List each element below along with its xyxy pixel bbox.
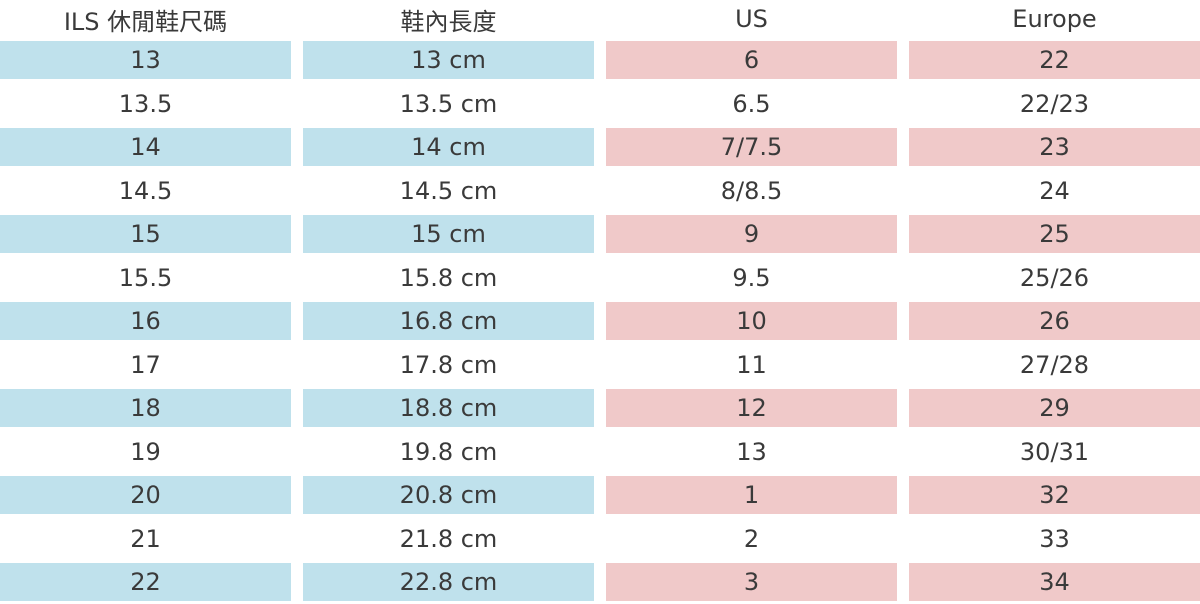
table-header-row: ILS 休閒鞋尺碼 鞋內長度 US Europe (0, 0, 1200, 38)
cell-inner-length: 20.8 cm (303, 476, 594, 514)
cell-inner-length: 16.8 cm (303, 302, 594, 340)
cell-us-size: 7/7.5 (606, 128, 897, 166)
cell-ils-size: 14 (0, 128, 291, 166)
cell-inner-length: 19.8 cm (399, 437, 498, 466)
header-us: US (735, 5, 768, 33)
cell-ils-size: 18 (0, 389, 291, 427)
cell-ils-size: 15.5 (118, 263, 173, 292)
cell-ils-size: 17 (130, 350, 161, 379)
cell-inner-length: 15.8 cm (399, 263, 498, 292)
cell-us-size: 9.5 (732, 263, 771, 292)
cell-inner-length: 21.8 cm (399, 524, 498, 553)
cell-ils-size: 21 (130, 524, 161, 553)
cell-inner-length: 14.5 cm (399, 176, 498, 205)
cell-inner-length: 18.8 cm (303, 389, 594, 427)
cell-europe-size: 25 (909, 215, 1200, 253)
table-row: 21 21.8 cm 2 33 (0, 517, 1200, 560)
table-row: 20 20.8 cm 1 32 (0, 476, 1200, 514)
cell-us-size: 6 (606, 41, 897, 79)
cell-inner-length: 14 cm (303, 128, 594, 166)
cell-us-size: 10 (606, 302, 897, 340)
cell-ils-size: 22 (0, 563, 291, 601)
cell-europe-size: 30/31 (1019, 437, 1090, 466)
cell-us-size: 12 (606, 389, 897, 427)
cell-europe-size: 22 (909, 41, 1200, 79)
cell-us-size: 6.5 (732, 89, 771, 118)
cell-ils-size: 14.5 (118, 176, 173, 205)
table-row: 15 15 cm 9 25 (0, 215, 1200, 253)
cell-us-size: 8/8.5 (720, 176, 783, 205)
cell-europe-size: 29 (909, 389, 1200, 427)
cell-us-size: 1 (606, 476, 897, 514)
table-row: 17 17.8 cm 11 27/28 (0, 343, 1200, 386)
table-row: 14.5 14.5 cm 8/8.5 24 (0, 169, 1200, 212)
cell-europe-size: 32 (909, 476, 1200, 514)
cell-us-size: 3 (606, 563, 897, 601)
table-row: 16 16.8 cm 10 26 (0, 302, 1200, 340)
header-inner-length: 鞋內長度 (400, 7, 497, 36)
cell-inner-length: 13 cm (303, 41, 594, 79)
table-row: 15.5 15.8 cm 9.5 25/26 (0, 256, 1200, 299)
cell-ils-size: 13 (0, 41, 291, 79)
table-body: 13 13 cm 6 22 13.5 13.5 cm 6.5 22/23 14 14 cm 7/7.… (0, 41, 1200, 601)
cell-europe-size: 25/26 (1019, 263, 1090, 292)
cell-europe-size: 23 (909, 128, 1200, 166)
cell-ils-size: 15 (0, 215, 291, 253)
cell-ils-size: 19 (130, 437, 161, 466)
cell-ils-size: 20 (0, 476, 291, 514)
cell-ils-size: 13.5 (118, 89, 173, 118)
cell-ils-size: 16 (0, 302, 291, 340)
table-row: 14 14 cm 7/7.5 23 (0, 128, 1200, 166)
cell-inner-length: 15 cm (303, 215, 594, 253)
cell-europe-size: 26 (909, 302, 1200, 340)
cell-inner-length: 17.8 cm (399, 350, 498, 379)
header-europe: Europe (1012, 5, 1097, 33)
cell-us-size: 11 (736, 350, 767, 379)
cell-europe-size: 27/28 (1019, 350, 1090, 379)
cell-europe-size: 22/23 (1019, 89, 1090, 118)
table-row: 22 22.8 cm 3 34 (0, 563, 1200, 601)
cell-us-size: 2 (743, 524, 760, 553)
cell-europe-size: 34 (909, 563, 1200, 601)
cell-us-size: 9 (606, 215, 897, 253)
table-row: 19 19.8 cm 13 30/31 (0, 430, 1200, 473)
cell-us-size: 13 (736, 437, 767, 466)
header-ils-size: ILS 休閒鞋尺碼 (63, 7, 228, 36)
table-row: 18 18.8 cm 12 29 (0, 389, 1200, 427)
cell-inner-length: 22.8 cm (303, 563, 594, 601)
cell-europe-size: 24 (1039, 176, 1070, 205)
table-row: 13.5 13.5 cm 6.5 22/23 (0, 82, 1200, 125)
cell-inner-length: 13.5 cm (399, 89, 498, 118)
table-row: 13 13 cm 6 22 (0, 41, 1200, 79)
cell-europe-size: 33 (1039, 524, 1070, 553)
